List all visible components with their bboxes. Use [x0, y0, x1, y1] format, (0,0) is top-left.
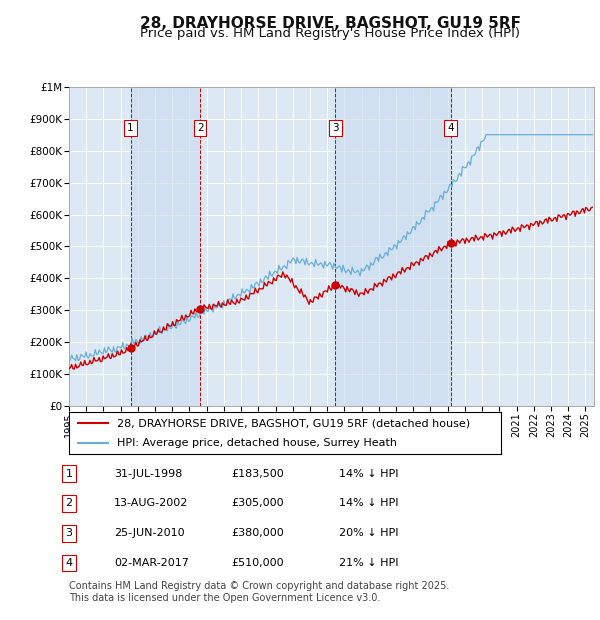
Text: £380,000: £380,000	[231, 528, 284, 538]
Bar	[131, 87, 200, 406]
Text: 21% ↓ HPI: 21% ↓ HPI	[339, 558, 398, 568]
Text: 13-AUG-2002: 13-AUG-2002	[114, 498, 188, 508]
Text: 14% ↓ HPI: 14% ↓ HPI	[339, 469, 398, 479]
Text: 20% ↓ HPI: 20% ↓ HPI	[339, 528, 398, 538]
Text: 3: 3	[65, 528, 73, 538]
Text: 2: 2	[197, 123, 203, 133]
Text: 3: 3	[332, 123, 339, 133]
Text: 28, DRAYHORSE DRIVE, BAGSHOT, GU19 5RF: 28, DRAYHORSE DRIVE, BAGSHOT, GU19 5RF	[139, 16, 521, 30]
Text: 28, DRAYHORSE DRIVE, BAGSHOT, GU19 5RF (detached house): 28, DRAYHORSE DRIVE, BAGSHOT, GU19 5RF (…	[116, 418, 470, 428]
Text: £305,000: £305,000	[231, 498, 284, 508]
Text: 4: 4	[65, 558, 73, 568]
Text: 31-JUL-1998: 31-JUL-1998	[114, 469, 182, 479]
Text: Price paid vs. HM Land Registry's House Price Index (HPI): Price paid vs. HM Land Registry's House …	[140, 27, 520, 40]
Text: 02-MAR-2017: 02-MAR-2017	[114, 558, 189, 568]
Text: 14% ↓ HPI: 14% ↓ HPI	[339, 498, 398, 508]
Text: £183,500: £183,500	[231, 469, 284, 479]
Text: 25-JUN-2010: 25-JUN-2010	[114, 528, 185, 538]
Text: 1: 1	[127, 123, 134, 133]
Text: HPI: Average price, detached house, Surrey Heath: HPI: Average price, detached house, Surr…	[116, 438, 397, 448]
Text: 4: 4	[448, 123, 454, 133]
Bar	[335, 87, 451, 406]
Text: 2: 2	[65, 498, 73, 508]
Text: 1: 1	[65, 469, 73, 479]
Text: £510,000: £510,000	[231, 558, 284, 568]
Text: Contains HM Land Registry data © Crown copyright and database right 2025.
This d: Contains HM Land Registry data © Crown c…	[69, 581, 449, 603]
